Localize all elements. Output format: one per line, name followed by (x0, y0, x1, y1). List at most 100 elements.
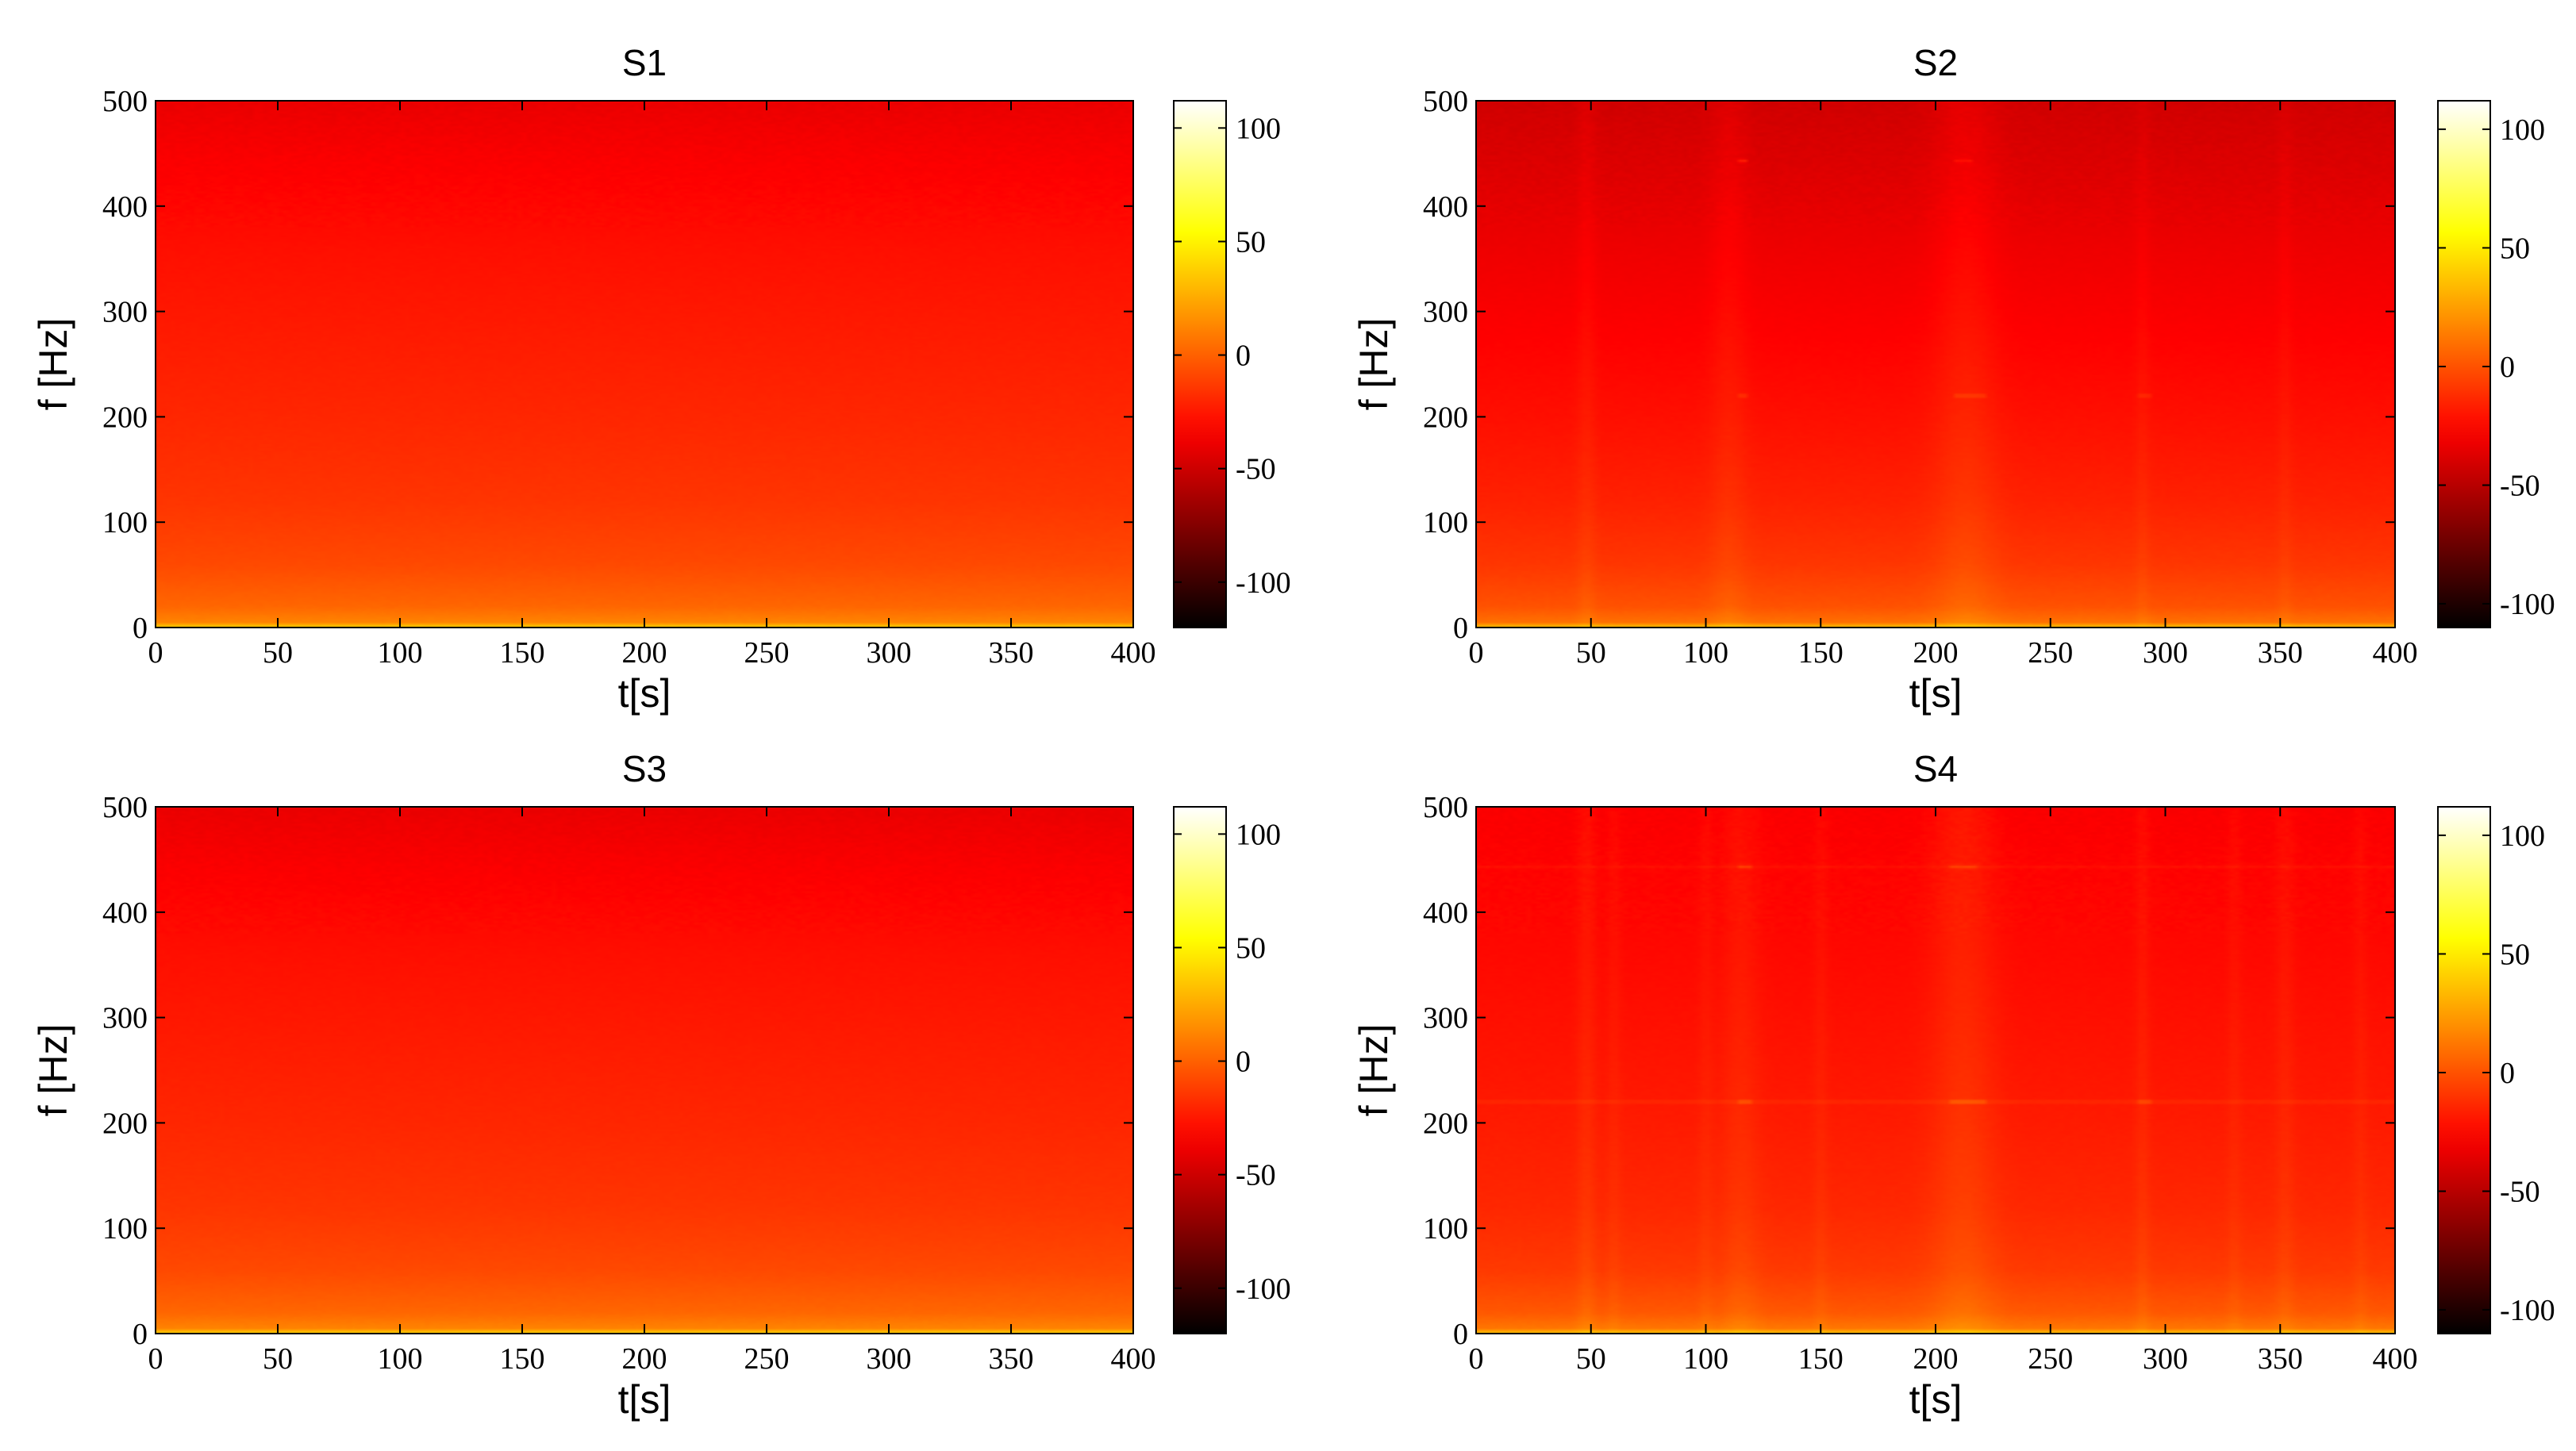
x-tick-label: 100 (1683, 1342, 1728, 1376)
colorbar-tick-label: -100 (2500, 588, 2555, 621)
panel-title: S2 (1913, 42, 1958, 83)
y-tick-label: 500 (102, 85, 148, 118)
x-tick-label: 350 (989, 1342, 1034, 1376)
x-tick-label: 50 (263, 636, 293, 670)
colorbar-tick-label: -100 (1236, 566, 1291, 600)
panel-s3: 0 50 100 150 200 250 300 350 400 0 100 200 300 400 500… (31, 748, 1291, 1422)
x-tick-label: 200 (622, 636, 667, 670)
y-tick-label: 500 (102, 791, 148, 824)
x-tick-label: 150 (500, 1342, 545, 1376)
y-tick-label: 200 (1423, 401, 1468, 434)
x-tick-label: 400 (2373, 636, 2418, 670)
y-tick-label: 300 (102, 296, 148, 329)
colorbar (1173, 806, 1227, 1334)
colorbar-tick-label: -100 (1236, 1273, 1291, 1306)
heatmap-s3 (156, 807, 1133, 1334)
x-tick-label: 200 (1913, 1342, 1959, 1376)
y-tick-label: 500 (1423, 791, 1468, 824)
colorbar-tick-label: 100 (1236, 818, 1281, 851)
colorbar-tick-label: 0 (2500, 1057, 2515, 1090)
colorbar-tick-label: 100 (2500, 113, 2545, 147)
x-tick-label: 400 (1111, 1342, 1156, 1376)
panel-s4: 0 50 100 150 200 250 300 350 400 0 100 200 300 400 500… (1351, 748, 2555, 1422)
x-tick-label: 50 (1576, 1342, 1606, 1376)
y-tick-label: 300 (1423, 296, 1468, 329)
x-tick-label: 50 (1576, 636, 1606, 670)
x-tick-label: 250 (744, 1342, 790, 1376)
colorbar-tick-label: -50 (2500, 1176, 2540, 1209)
y-tick-label: 400 (102, 190, 148, 224)
colorbar-tick-label: 50 (1236, 225, 1266, 259)
colorbar-tick-label: 100 (1236, 112, 1281, 145)
panel-s2: 0 50 100 150 200 250 300 350 4000100200300400500… (1351, 42, 2555, 716)
x-tick-label: 150 (500, 636, 545, 670)
y-axis-label: f [Hz] (1351, 1024, 1396, 1117)
x-tick-label: 350 (2258, 1342, 2303, 1376)
x-tick-label: 100 (1683, 636, 1728, 670)
heatmap-s4 (1476, 807, 2395, 1334)
x-tick-label: 200 (622, 1342, 667, 1376)
x-tick-label: 250 (744, 636, 790, 670)
x-tick-label: 0 (148, 1342, 163, 1376)
colorbar-tick-label: -50 (2500, 470, 2540, 503)
y-tick-label: 400 (1423, 896, 1468, 930)
colorbar (1173, 100, 1227, 628)
heatmap-s1 (156, 101, 1133, 628)
y-tick-label: 0 (1453, 612, 1468, 645)
x-tick-label: 250 (2028, 636, 2073, 670)
colorbar (2437, 806, 2491, 1334)
x-tick-label: 150 (1798, 636, 1844, 670)
x-tick-label: 350 (2258, 636, 2303, 670)
y-axis-label: f [Hz] (31, 318, 75, 411)
x-axis-label: t[s] (1909, 671, 1963, 716)
colorbar-tick-label: -100 (2500, 1294, 2555, 1327)
x-tick-label: 100 (378, 636, 423, 670)
y-tick-label: 200 (102, 1107, 148, 1140)
y-tick-label: 200 (102, 401, 148, 434)
colorbar-tick-label: 50 (2500, 232, 2530, 265)
panel-title: S1 (622, 42, 667, 83)
colorbar (2437, 100, 2491, 628)
heatmap-s2 (1476, 101, 2395, 628)
x-tick-label: 0 (1469, 1342, 1484, 1376)
colorbar-tick-label: 0 (1236, 340, 1251, 373)
colorbar-tick-label: 0 (1236, 1046, 1251, 1079)
colorbar-tick-label: 50 (2500, 938, 2530, 971)
y-axis-label: f [Hz] (31, 1024, 75, 1117)
x-tick-label: 350 (989, 636, 1034, 670)
x-tick-label: 300 (867, 1342, 912, 1376)
x-tick-label: 0 (1469, 636, 1484, 670)
y-tick-label: 300 (102, 1002, 148, 1035)
x-tick-label: 300 (2143, 636, 2188, 670)
y-tick-label: 0 (133, 612, 148, 645)
y-tick-label: 100 (102, 1212, 148, 1246)
y-tick-label: 300 (1423, 1002, 1468, 1035)
x-axis-label: t[s] (618, 1377, 671, 1422)
x-tick-label: 100 (378, 1342, 423, 1376)
x-tick-label: 150 (1798, 1342, 1844, 1376)
y-tick-label: 500 (1423, 85, 1468, 118)
colorbar-tick-label: 100 (2500, 820, 2545, 853)
x-tick-label: 0 (148, 636, 163, 670)
x-tick-label: 300 (2143, 1342, 2188, 1376)
x-tick-label: 50 (263, 1342, 293, 1376)
y-tick-label: 400 (102, 896, 148, 930)
y-tick-label: 200 (1423, 1107, 1468, 1140)
panel-s1: 0 50 100 150 200 250 300 350 4000100200300400500… (31, 42, 1291, 716)
y-tick-label: 100 (1423, 1212, 1468, 1246)
x-tick-label: 250 (2028, 1342, 2073, 1376)
y-tick-label: 100 (102, 506, 148, 539)
x-tick-label: 400 (1111, 636, 1156, 670)
x-tick-label: 400 (2373, 1342, 2418, 1376)
x-tick-label: 300 (867, 636, 912, 670)
colorbar-tick-label: 0 (2500, 351, 2515, 384)
colorbar-tick-label: -50 (1236, 453, 1276, 486)
x-axis-label: t[s] (1909, 1377, 1963, 1422)
panel-title: S4 (1913, 748, 1958, 789)
x-tick-label: 200 (1913, 636, 1959, 670)
x-axis-label: t[s] (618, 671, 671, 716)
y-tick-label: 0 (133, 1318, 148, 1351)
y-tick-label: 400 (1423, 190, 1468, 224)
panel-title: S3 (622, 748, 667, 789)
